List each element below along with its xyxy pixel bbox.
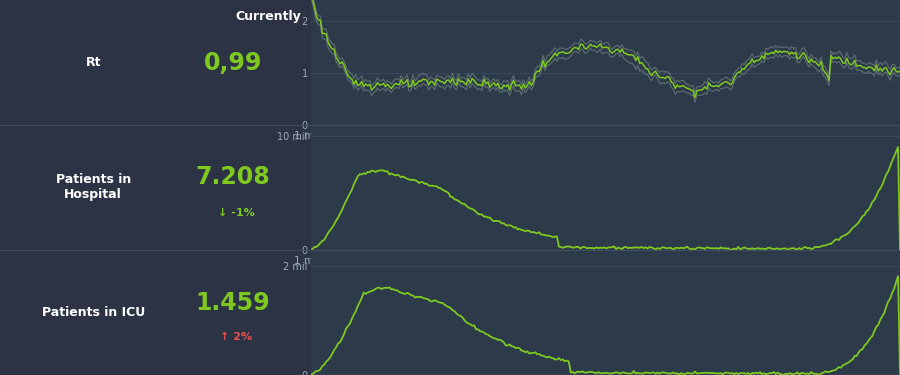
Text: ↓ -1%: ↓ -1%: [218, 207, 255, 218]
Text: Patients in ICU: Patients in ICU: [41, 306, 145, 319]
Text: 0,99: 0,99: [203, 51, 262, 75]
Text: ↑ 2%: ↑ 2%: [220, 333, 252, 342]
Text: 7.208: 7.208: [195, 165, 270, 189]
Text: Patients in
Hospital: Patients in Hospital: [56, 174, 130, 201]
Text: Currently: Currently: [236, 10, 302, 23]
Text: Rt: Rt: [86, 56, 101, 69]
Text: 1.459: 1.459: [195, 291, 270, 315]
